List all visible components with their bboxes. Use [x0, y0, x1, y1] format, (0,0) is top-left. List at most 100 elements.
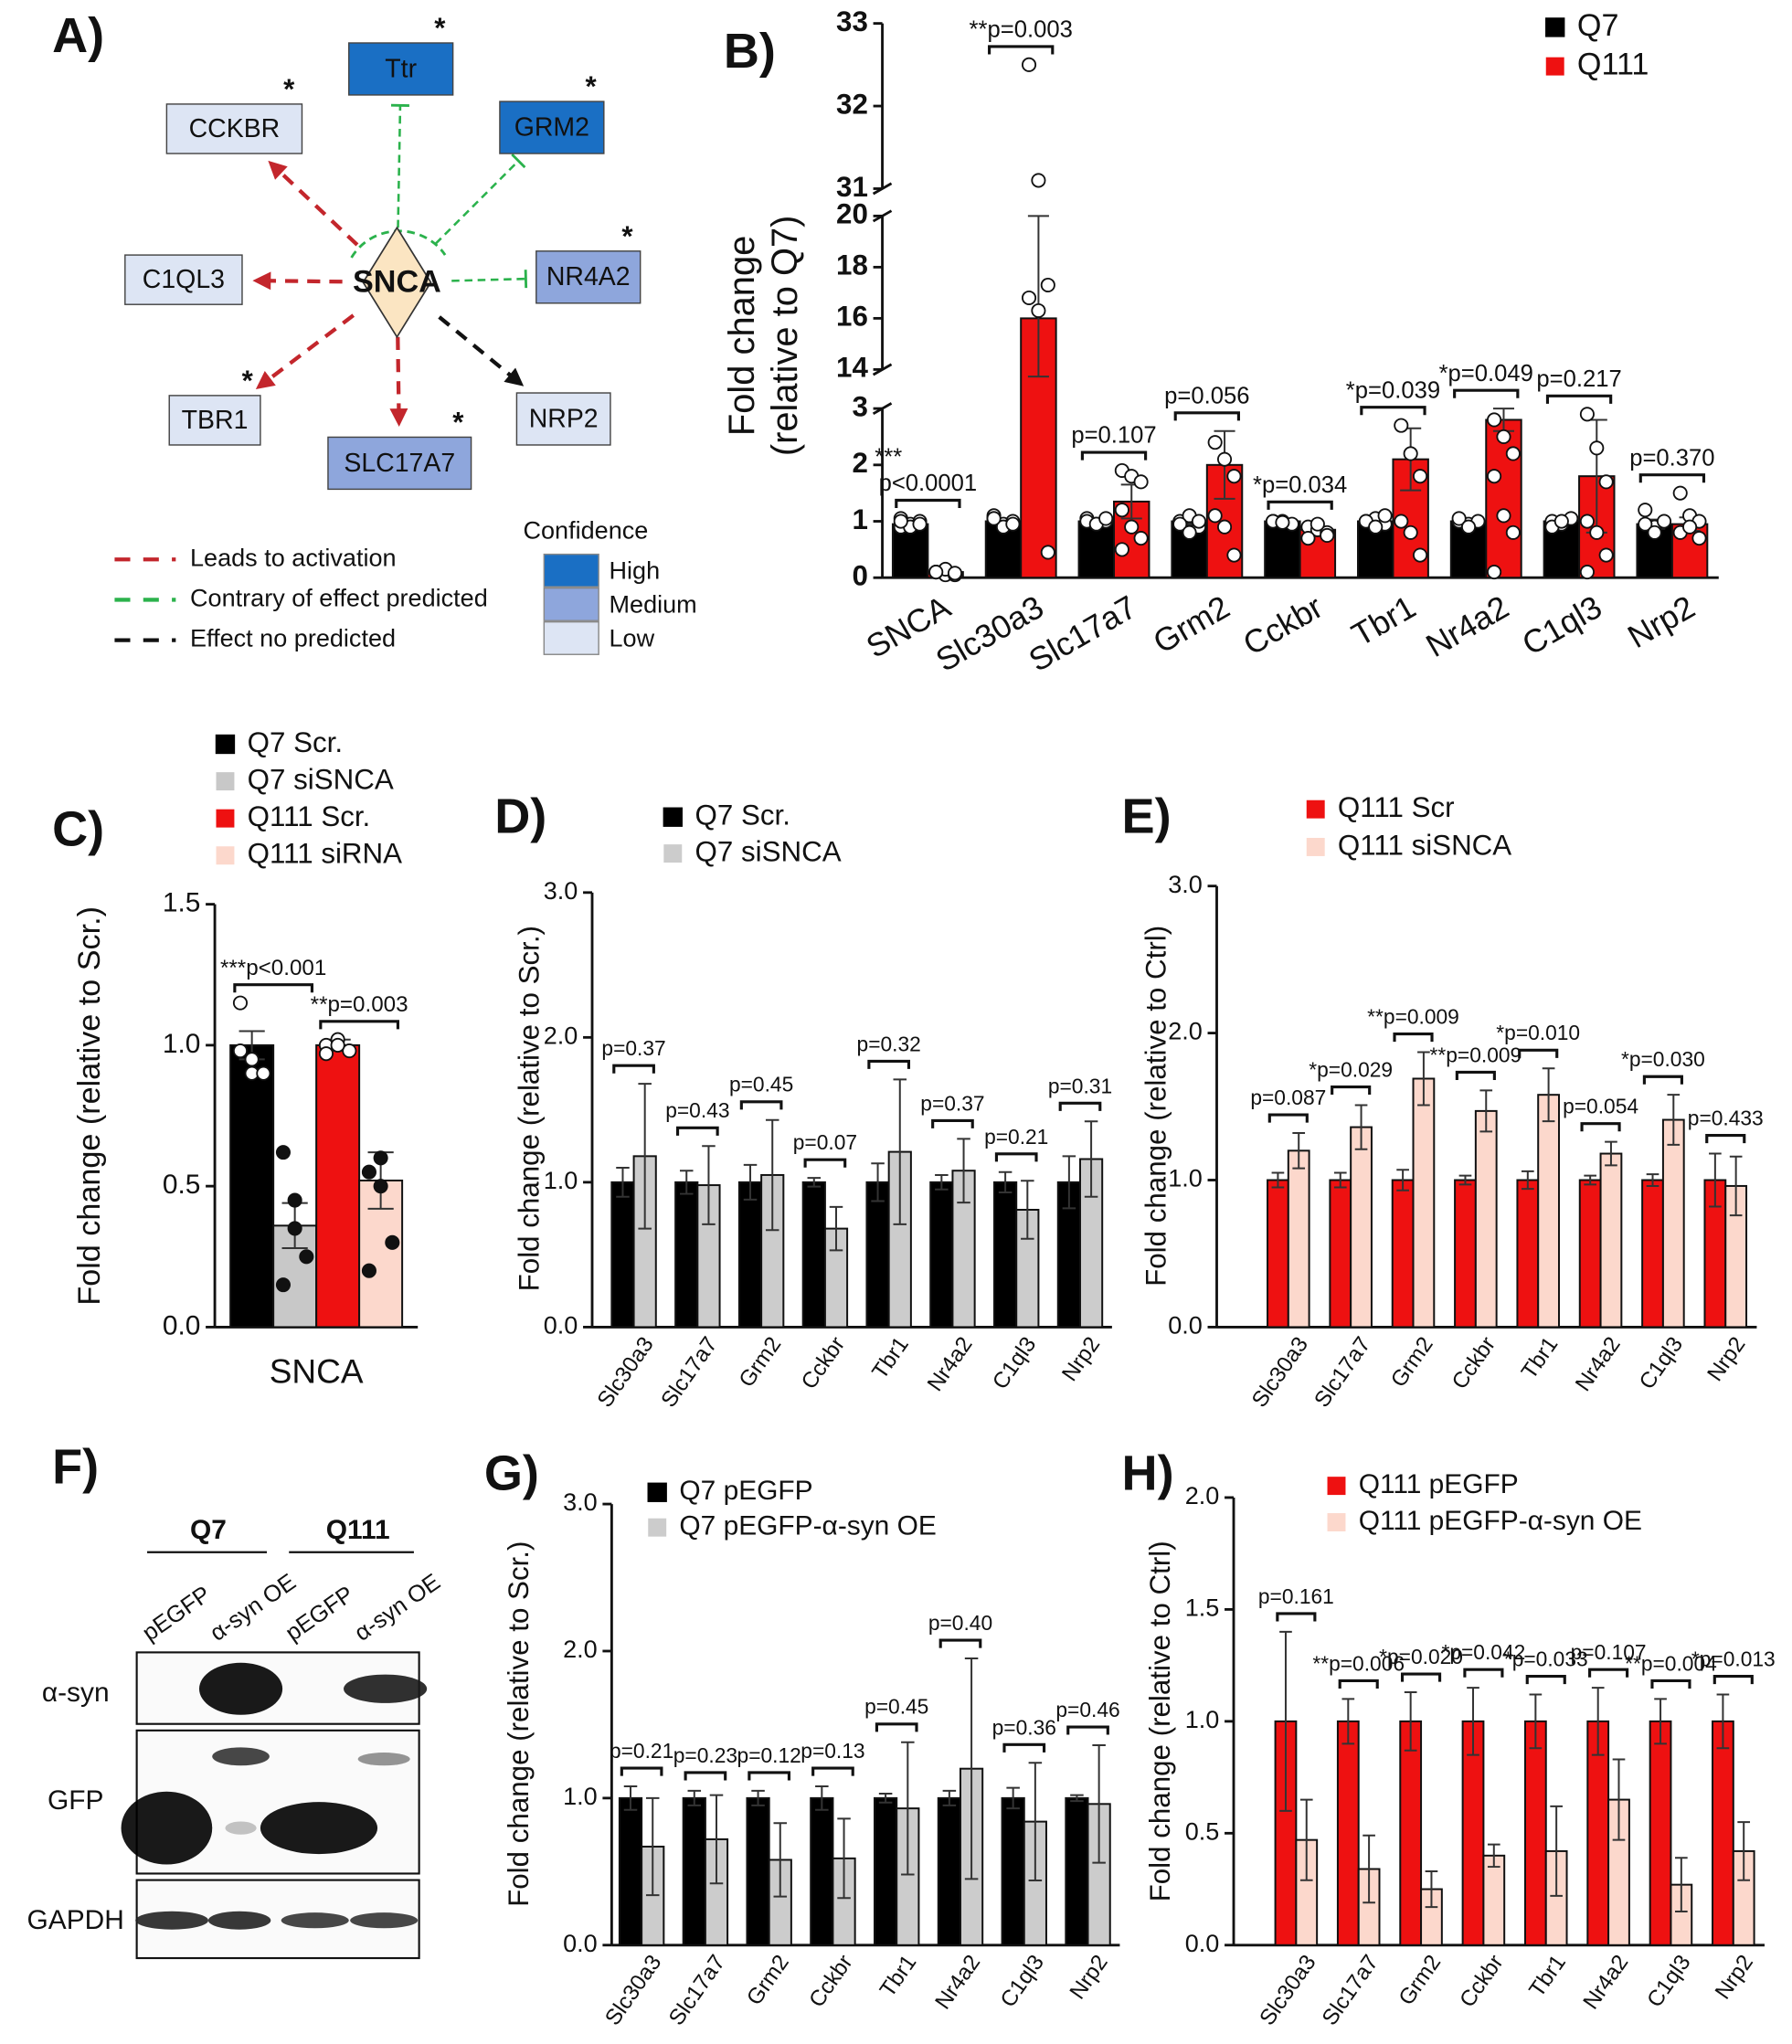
p-value-label: p=0.433 [1688, 1107, 1764, 1130]
bar [1412, 1077, 1436, 1329]
bar [929, 1181, 954, 1329]
y-tick-label: 1.0 [1168, 1165, 1203, 1192]
error-bar [935, 1173, 949, 1191]
y-tick-label: 1.0 [544, 1167, 578, 1194]
error-bar [1550, 1805, 1563, 1897]
error-bar [1363, 1834, 1375, 1904]
node-box [327, 436, 472, 491]
p-value-label: *p=0.030 [1621, 1047, 1705, 1071]
error-bar [1028, 1762, 1043, 1881]
p-value-label: *p=0.042 [1442, 1640, 1526, 1664]
y-tick-label: 1.5 [1185, 1594, 1220, 1622]
y-tick-label: 1.0 [563, 1783, 598, 1810]
y-axis-label: Fold change (relative to Ctrl) [1140, 926, 1172, 1287]
node-box [499, 101, 605, 154]
legend-swatch [1327, 1513, 1346, 1531]
p-value-label: p=0.370 [1629, 445, 1714, 471]
legend-swatch [543, 587, 599, 621]
p-value-label: *p=0.039 [1346, 377, 1440, 403]
bracket [1580, 1122, 1621, 1132]
legend-label: Contrary of effect predicted [190, 585, 488, 612]
p-value-label: *p=0.049 [1439, 361, 1533, 387]
data-point [1553, 514, 1569, 529]
legend-swatch [1545, 57, 1564, 76]
error-bar [1591, 1687, 1605, 1756]
data-point [1226, 547, 1242, 563]
legend-label: Q7 Scr. [695, 800, 790, 831]
bar [737, 1181, 763, 1329]
legend-label: Q7 pEGFP-α-syn OE [679, 1511, 936, 1541]
center-node [362, 226, 432, 339]
legend-label: Q111 siSNCA [1338, 829, 1511, 861]
error-bar [1467, 1687, 1479, 1756]
error-bar [1333, 1171, 1347, 1189]
data-point [361, 1263, 376, 1278]
legend-swatch [216, 809, 235, 828]
data-point [1505, 446, 1521, 461]
node-box [124, 254, 243, 305]
p-value-label: p=0.087 [1250, 1086, 1326, 1109]
node-label: CCKBR [189, 114, 281, 143]
legend-label: Low [610, 625, 655, 652]
error-bar [687, 1789, 702, 1806]
error-bar [1542, 1067, 1555, 1123]
bar [674, 1181, 699, 1329]
bracket [1360, 406, 1426, 416]
error-bar [1425, 1869, 1438, 1909]
error-bar [1354, 1104, 1368, 1150]
bracket [1173, 411, 1240, 421]
data-point [986, 511, 1002, 526]
y-tick-label: 3 [852, 390, 867, 422]
data-point [1413, 547, 1428, 563]
error-bar [837, 1817, 851, 1900]
data-point [1496, 508, 1511, 524]
data-point [287, 1221, 302, 1236]
panel-label: B) [724, 24, 776, 79]
y-tick-label: 2.0 [1168, 1018, 1203, 1045]
legend-swatch [543, 620, 599, 655]
error-bar [815, 1785, 829, 1811]
bar [746, 1796, 770, 1946]
blot-band [357, 1753, 410, 1766]
p-value-label: *** [875, 445, 902, 471]
bar [1482, 1854, 1506, 1946]
legend-label: Q111 pEGFP [1359, 1469, 1519, 1499]
y-tick-label: 1.0 [1185, 1706, 1220, 1733]
data-point [1413, 469, 1428, 484]
blot-band [207, 1911, 271, 1930]
legend-swatch [1306, 800, 1325, 819]
bracket [1705, 1134, 1746, 1144]
error-bar [1341, 1698, 1355, 1745]
data-point [361, 1164, 376, 1180]
p-value-label: p=0.13 [801, 1739, 864, 1763]
error-bar [1021, 1180, 1034, 1240]
node-box [165, 103, 303, 154]
bracket [319, 1020, 399, 1030]
error-bar [1299, 1798, 1313, 1881]
bar [1537, 1094, 1560, 1329]
data-point [1394, 514, 1409, 529]
bracket [675, 1126, 719, 1136]
p-value-label: p=0.37 [601, 1036, 665, 1060]
legend-swatch [216, 846, 235, 865]
data-point [1394, 418, 1409, 433]
blot-band [225, 1821, 257, 1835]
node-star: * [283, 73, 295, 105]
data-point [912, 516, 928, 532]
y-axis-label: Fold change (relative to Scr.) [72, 906, 107, 1306]
node-label: GRM2 [514, 112, 589, 142]
bar [229, 1043, 275, 1329]
error-bar [807, 1177, 822, 1188]
p-value-label: **p=0.004 [1625, 1651, 1717, 1675]
data-point [1368, 519, 1384, 535]
p-value-label: p=0.45 [729, 1073, 793, 1096]
panel-label: H) [1122, 1446, 1174, 1500]
node-star: * [452, 406, 464, 438]
group-label: Q111 [326, 1515, 390, 1545]
y-tick-label: 3.0 [1168, 871, 1203, 898]
data-point [385, 1234, 400, 1250]
error-bar [1605, 1140, 1617, 1167]
y-axis-label: Fold change (relative to Scr.) [513, 926, 545, 1291]
data-point [1682, 519, 1698, 535]
data-point [1098, 511, 1114, 526]
